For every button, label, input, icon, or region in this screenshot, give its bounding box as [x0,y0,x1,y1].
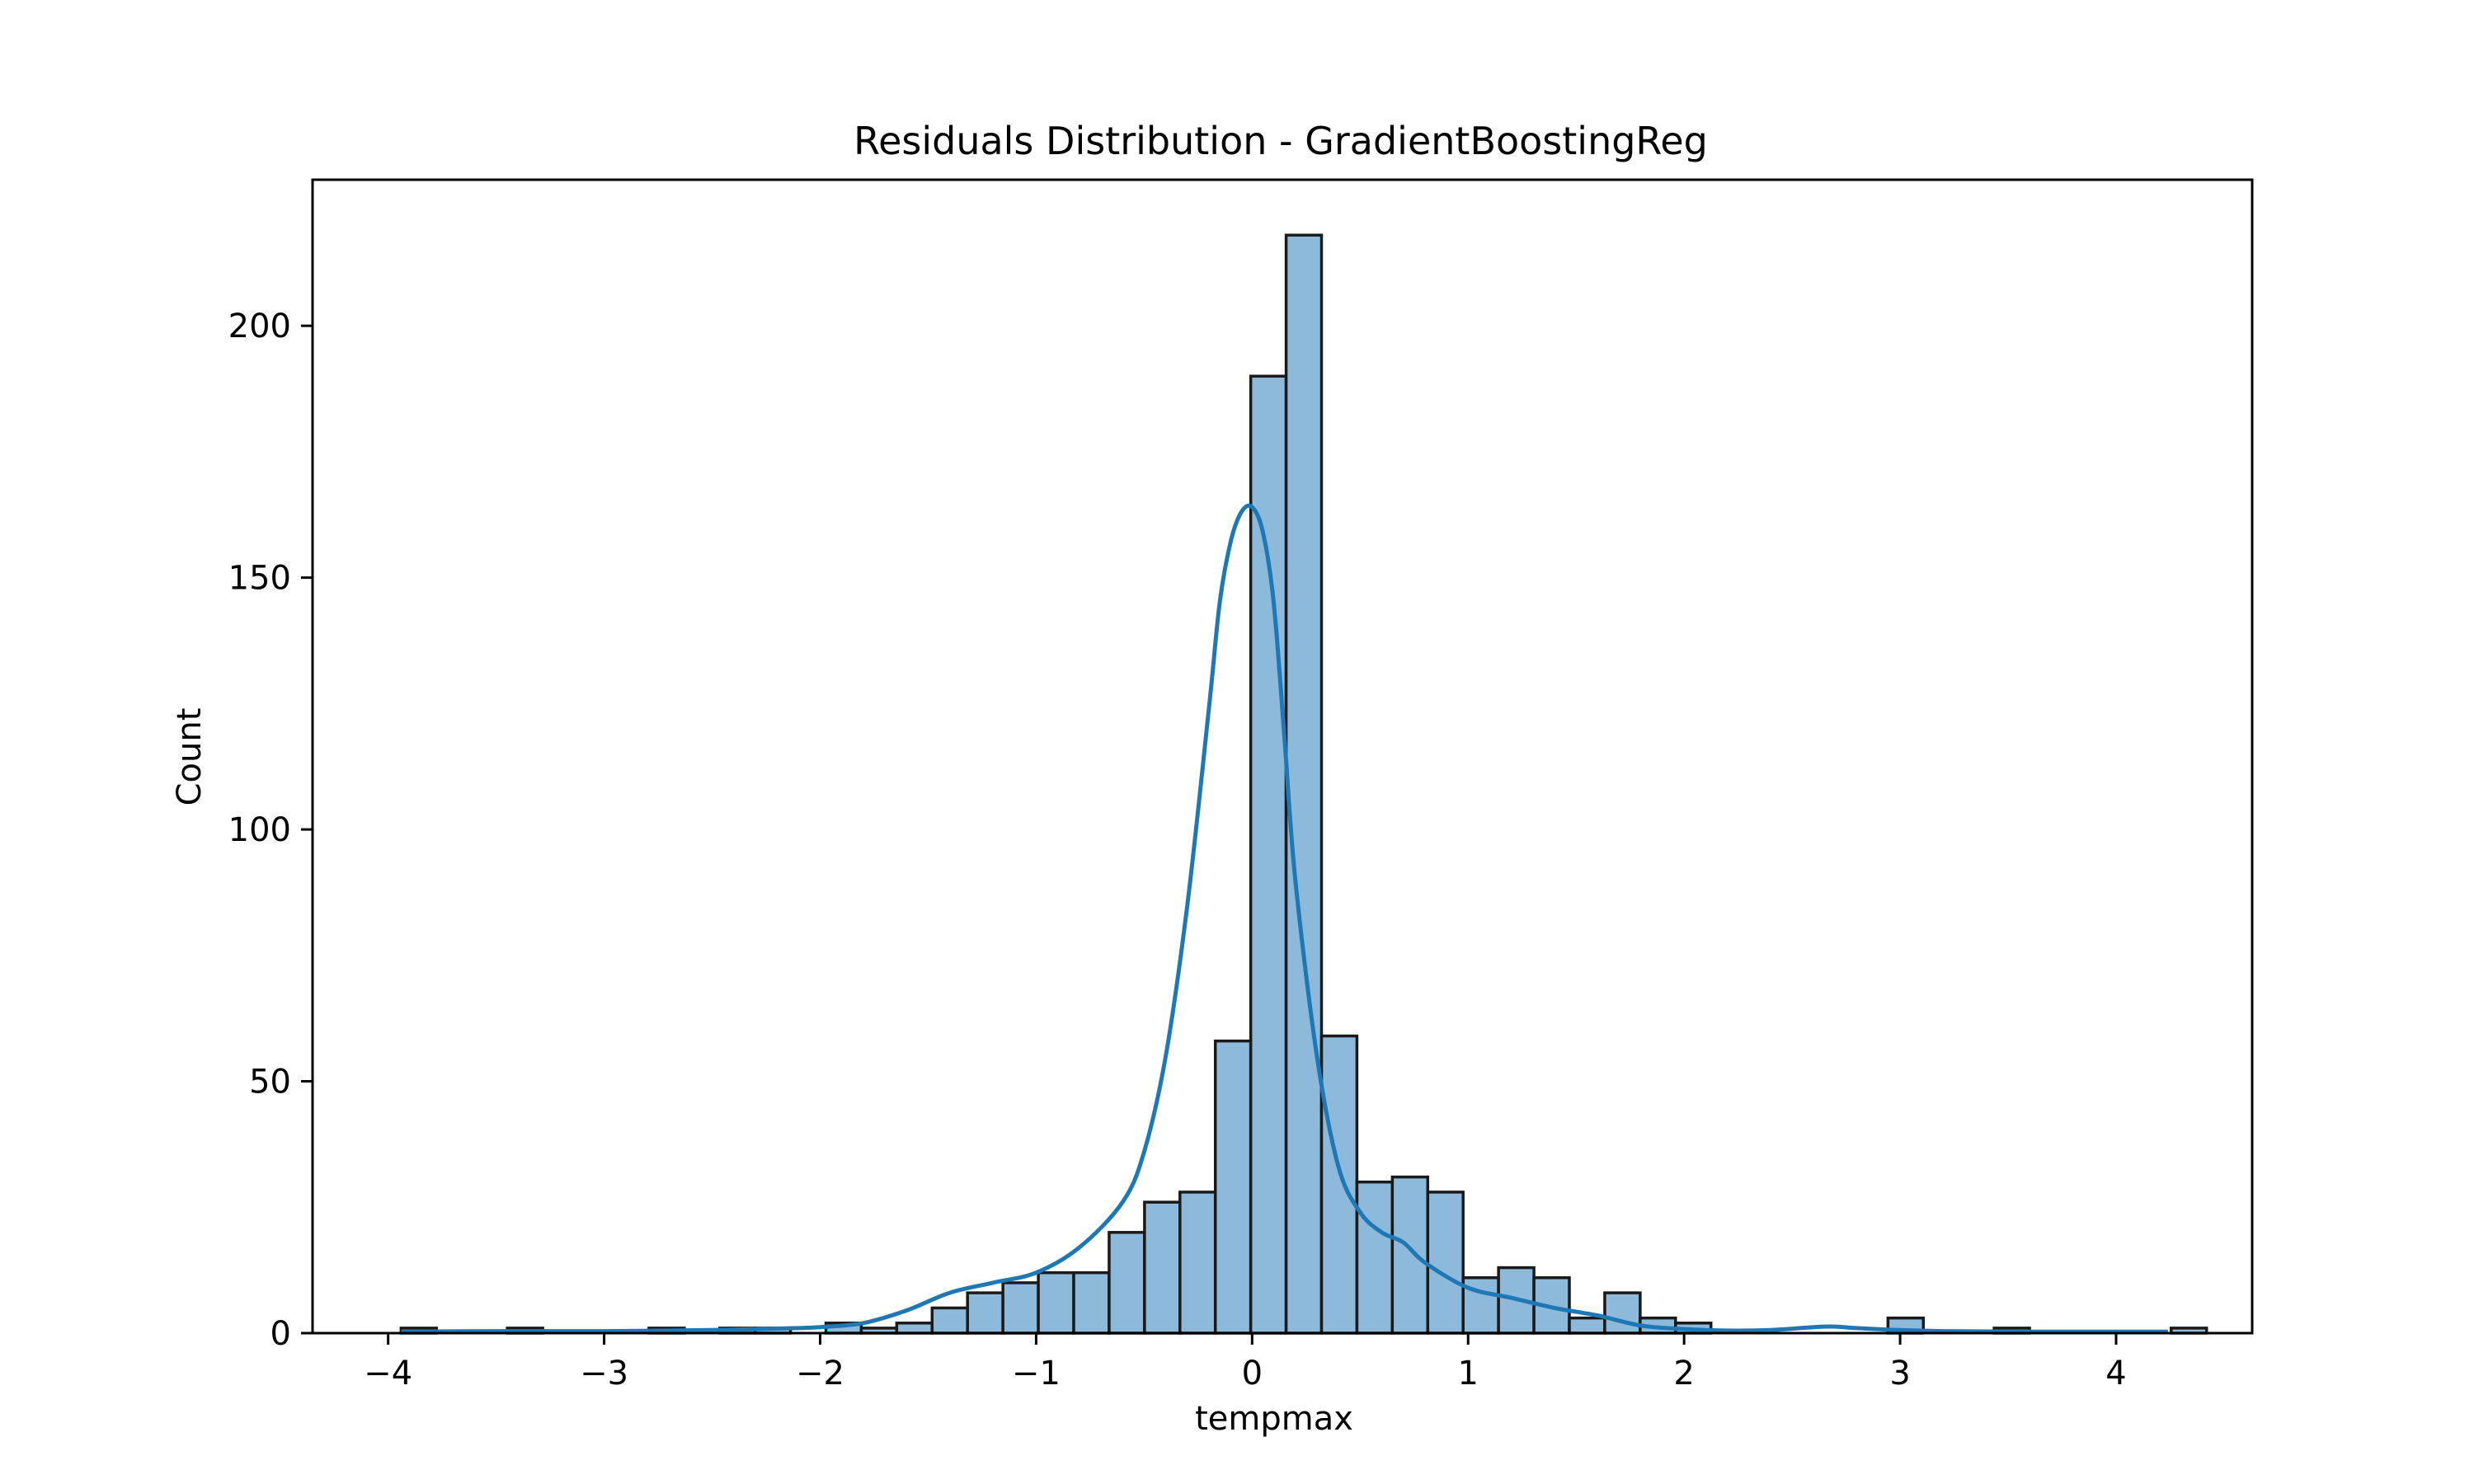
x-axis-label: tempmax [1195,1400,1353,1438]
plot-frame [311,178,2254,1335]
bars-layer [399,233,2208,1335]
histogram-bar [1249,374,1288,1335]
histogram-bar [1390,1175,1430,1335]
histogram-bar [1213,1039,1253,1335]
x-tick-label: −2 [796,1355,844,1392]
y-tick-label: 100 [228,811,291,849]
histogram-bar [1355,1180,1395,1335]
x-ticks: −4 −3 −2 −1 0 1 2 3 4 [364,1333,2127,1392]
y-tick-label: 200 [228,308,291,345]
histogram-bar [895,1322,934,1335]
histogram-bar [1568,1316,1606,1335]
y-tick-label: 0 [270,1315,291,1353]
histogram-bar [1284,233,1324,1335]
histogram-bar [930,1306,969,1335]
chart-title: Residuals Distribution - GradientBoostin… [854,119,1708,163]
histogram-bar [966,1291,1004,1335]
x-tick-label: −4 [364,1355,412,1392]
y-tick-label: 50 [249,1064,291,1101]
x-tick-label: −3 [580,1355,628,1392]
histogram-bar [1143,1200,1182,1335]
axes-layer [311,178,2254,1335]
kde-line [401,503,2168,1334]
y-tick-label: 150 [228,560,291,598]
y-axis-label: Count [171,708,209,806]
histogram-bar [1603,1291,1642,1335]
histogram-bar [1426,1190,1465,1335]
x-tick-label: 2 [1673,1355,1694,1392]
x-tick-label: −1 [1012,1355,1061,1392]
histogram-bar [1108,1231,1146,1335]
histogram-bar [1072,1270,1111,1335]
histogram-bar [1037,1270,1075,1335]
y-ticks: 0 50 100 150 200 [228,308,313,1353]
kde-layer [401,503,2168,1334]
x-tick-label: 4 [2105,1355,2126,1392]
x-tick-label: 1 [1458,1355,1479,1392]
x-tick-label: 3 [1889,1355,1910,1392]
histogram-bar [1319,1034,1359,1335]
histogram-bar [1178,1190,1217,1335]
x-tick-label: 0 [1242,1355,1263,1392]
histogram-bar [1001,1281,1040,1335]
